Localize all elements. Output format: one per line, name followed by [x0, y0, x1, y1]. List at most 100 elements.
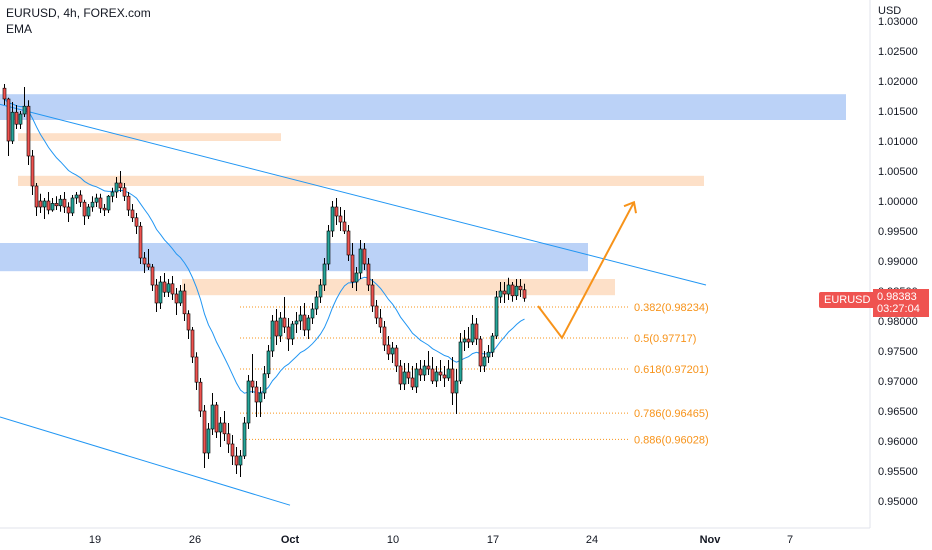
- candle: [510, 282, 515, 302]
- candle: [410, 366, 415, 390]
- candle: [74, 192, 79, 204]
- candle: [506, 277, 511, 300]
- candle: [414, 363, 419, 393]
- candle: [202, 405, 207, 468]
- candles: [2, 84, 527, 477]
- candle: [514, 279, 519, 300]
- candle: [230, 435, 235, 465]
- price-tag-box: 0.98383 03:27:04: [873, 289, 929, 317]
- candle: [406, 363, 411, 384]
- candle: [386, 336, 391, 360]
- candle: [34, 183, 39, 216]
- candle: [70, 195, 75, 216]
- candle: [314, 291, 319, 315]
- candle: [446, 360, 451, 381]
- price-zones: [0, 94, 846, 296]
- fib-label: 0.786(0.96465): [634, 408, 709, 420]
- candle: [82, 199, 87, 225]
- candle: [362, 243, 367, 270]
- candle: [318, 279, 323, 303]
- candle: [374, 300, 379, 324]
- indicator-label[interactable]: EMA: [6, 22, 33, 36]
- candle: [182, 283, 187, 321]
- candle: [62, 192, 67, 213]
- candle: [146, 249, 151, 270]
- candle: [498, 282, 503, 303]
- price-tag-price: 0.98383: [877, 291, 917, 303]
- fibonacci-levels: 0.382(0.98234) 0.5(0.97717) 0.618(0.97201)…: [240, 302, 709, 446]
- candle: [174, 288, 179, 315]
- candle: [66, 202, 71, 222]
- zone-supply: [18, 133, 281, 141]
- price-axis-panel[interactable]: [870, 0, 932, 550]
- candle: [2, 84, 7, 105]
- candle: [422, 360, 427, 381]
- candle: [98, 193, 103, 213]
- zone-supply: [18, 175, 704, 186]
- candle: [222, 411, 227, 441]
- candle: [310, 303, 315, 324]
- candle: [46, 192, 51, 215]
- candle: [246, 375, 251, 429]
- candle: [394, 345, 399, 372]
- fib-label: 0.618(0.97201): [634, 364, 709, 376]
- candle: [442, 366, 447, 387]
- candle: [478, 336, 483, 372]
- candle: [258, 387, 263, 417]
- candle: [366, 258, 371, 291]
- candle: [78, 190, 83, 207]
- candle: [326, 225, 331, 270]
- candle: [190, 327, 195, 363]
- candle: [334, 198, 339, 225]
- candle: [490, 333, 495, 357]
- candle: [138, 222, 143, 264]
- candle: [306, 315, 311, 339]
- arrow-head: [623, 200, 637, 214]
- candle: [238, 450, 243, 477]
- candle: [114, 177, 119, 198]
- candle: [454, 369, 459, 414]
- chart-title: EURUSD, 4h, FOREX.com: [6, 6, 151, 20]
- candle: [158, 276, 163, 309]
- candle: [42, 198, 47, 219]
- candle: [110, 187, 115, 203]
- candle: [274, 309, 279, 345]
- candle: [242, 417, 247, 459]
- candle: [434, 366, 439, 387]
- candle: [282, 297, 287, 333]
- candle: [122, 183, 127, 201]
- candle: [266, 345, 271, 378]
- candle: [218, 417, 223, 447]
- candle: [130, 204, 135, 222]
- candle: [170, 276, 175, 300]
- candle: [522, 283, 527, 302]
- candle: [90, 196, 95, 212]
- candle: [290, 321, 295, 345]
- projection-arrow: [537, 200, 637, 340]
- candle: [358, 240, 363, 279]
- candle: [338, 207, 343, 231]
- candle: [194, 352, 199, 390]
- candle: [354, 267, 359, 291]
- candle: [18, 111, 23, 129]
- zone-resistance: [0, 94, 846, 120]
- trend-line: [0, 103, 707, 286]
- time-axis-panel[interactable]: [0, 528, 932, 550]
- candle: [286, 318, 291, 351]
- candle: [86, 204, 91, 219]
- projection-path: [537, 201, 635, 340]
- currency-label: USD: [878, 5, 902, 17]
- candle: [94, 193, 99, 207]
- candle: [14, 105, 19, 129]
- fib-label: 0.886(0.96028): [634, 434, 709, 446]
- candle: [38, 193, 43, 213]
- candle: [278, 312, 283, 342]
- candle: [486, 345, 491, 363]
- candle: [438, 360, 443, 381]
- candle: [398, 360, 403, 390]
- candle: [346, 225, 351, 261]
- candle: [370, 279, 375, 312]
- candle: [418, 360, 423, 381]
- price-tag-symbol: EURUSD: [819, 292, 876, 308]
